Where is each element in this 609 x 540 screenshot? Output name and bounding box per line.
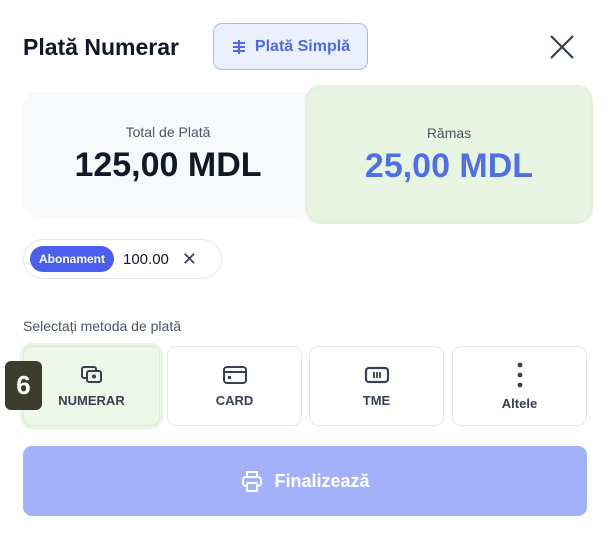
method-label-tme: TME: [362, 392, 391, 408]
method-other[interactable]: Altele: [452, 346, 587, 426]
method-card[interactable]: CARD: [167, 346, 302, 426]
printer-icon: [242, 471, 263, 492]
remaining-value: 25,00 MDL: [364, 147, 534, 185]
total-label: Total de Plată: [125, 124, 211, 140]
cash-icon: [80, 365, 102, 383]
more-vertical-icon: [517, 362, 522, 387]
split-icon: [232, 39, 245, 54]
method-label: Selectați metoda de plată: [23, 318, 181, 334]
card-icon: [222, 365, 247, 384]
simple-payment-label: Plată Simplă: [254, 37, 351, 55]
close-icon[interactable]: [548, 33, 576, 61]
terminal-icon: [364, 366, 389, 383]
total-card: Total de Plată 125,00 MDL: [23, 92, 313, 217]
finalize-button[interactable]: Finalizează: [23, 446, 587, 516]
method-label-other: Altele: [501, 395, 538, 411]
remaining-card: Rămas 25,00 MDL: [305, 85, 593, 224]
method-label-card: CARD: [215, 392, 254, 408]
remove-icon[interactable]: ✕: [181, 248, 197, 269]
payment-amount: 100.00: [123, 250, 169, 268]
applied-payment-chip: Abonament 100.00 ✕: [23, 239, 222, 279]
finalize-label: Finalizează: [274, 470, 370, 491]
simple-payment-button[interactable]: Plată Simplă: [213, 23, 368, 70]
step-badge: 6: [5, 361, 42, 410]
page-title: Plată Numerar: [23, 34, 179, 60]
total-value: 125,00 MDL: [74, 146, 262, 184]
remaining-label: Rămas: [426, 125, 472, 141]
method-label-numerar: NUMERAR: [58, 392, 125, 408]
payment-tag: Abonament: [30, 246, 114, 272]
method-numerar[interactable]: NUMERAR: [23, 346, 160, 426]
method-tme[interactable]: TME: [309, 346, 444, 426]
